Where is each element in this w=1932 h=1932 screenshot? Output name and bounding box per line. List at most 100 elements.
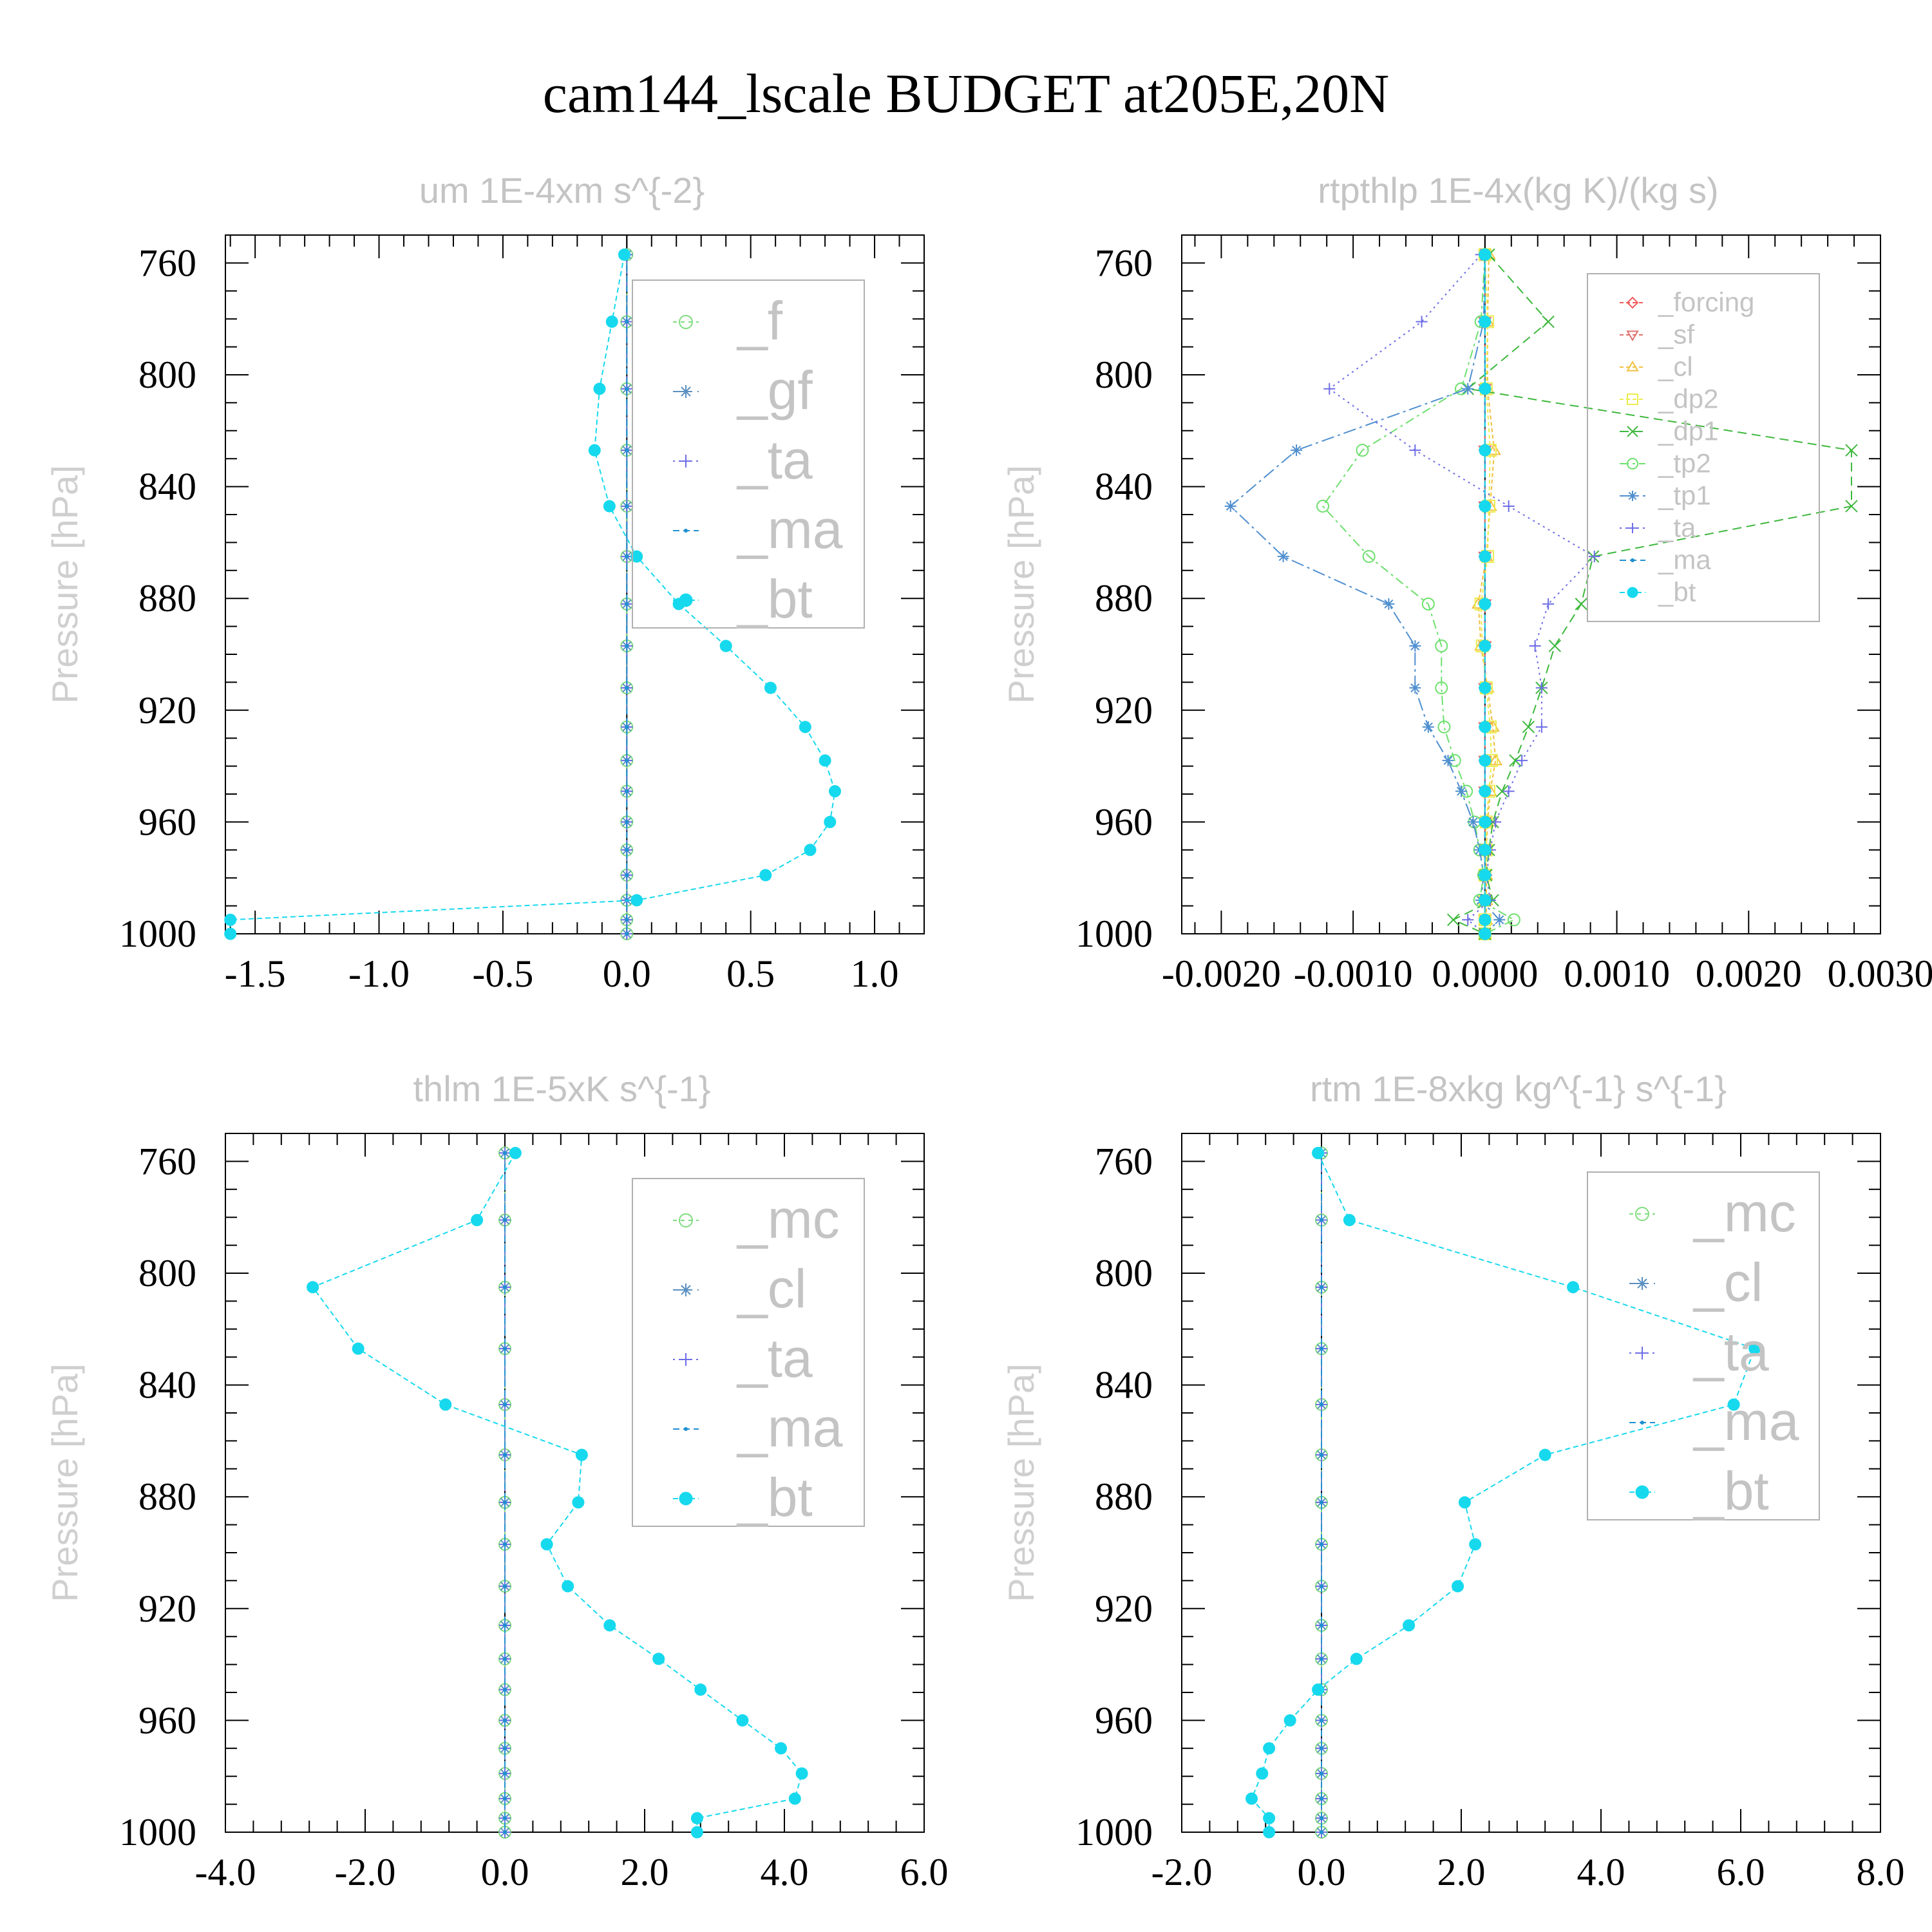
y-tick-label: 960 xyxy=(1095,800,1153,843)
data-point xyxy=(503,1656,507,1661)
x-tick-label: 4.0 xyxy=(761,1851,809,1893)
data-point xyxy=(1343,1214,1356,1227)
data-point xyxy=(1320,1347,1323,1351)
legend-marker xyxy=(679,315,693,329)
data-point xyxy=(1462,914,1474,926)
data-point xyxy=(795,1767,808,1780)
y-tick-label: 800 xyxy=(138,1252,196,1294)
chart-panel-rtm: rtm 1E-8xkg kg^{-1} s^{-1} Pressure [hPa]… xyxy=(1001,1068,1905,1893)
data-point xyxy=(1502,500,1515,512)
x-tick-label: 1.0 xyxy=(851,952,899,995)
data-point xyxy=(439,1398,452,1411)
data-point xyxy=(1479,444,1492,457)
data-point xyxy=(1447,913,1460,927)
legend-label: _tp2 xyxy=(1658,448,1711,478)
y-axis-label: Pressure [hPa] xyxy=(1001,1363,1041,1602)
data-point xyxy=(1320,1656,1323,1661)
x-tick-label: 8.0 xyxy=(1857,1851,1905,1893)
y-tick-label: 760 xyxy=(1095,1140,1153,1182)
data-point xyxy=(572,1496,585,1509)
plot-frame xyxy=(225,234,925,934)
data-point xyxy=(1442,754,1454,766)
y-tick-label: 960 xyxy=(1095,1699,1153,1741)
data-point xyxy=(1493,914,1506,926)
data-point xyxy=(1320,1816,1323,1821)
data-point xyxy=(1263,1826,1276,1839)
x-tick-label: 0.5 xyxy=(726,952,775,995)
panel-title: rtpthlp 1E-4x(kg K)/(kg s) xyxy=(1318,170,1718,211)
legend-label: _tp1 xyxy=(1658,480,1711,510)
x-tick-label: -4.0 xyxy=(195,1851,256,1893)
data-point xyxy=(1320,1584,1323,1589)
data-point xyxy=(788,1792,801,1805)
data-point xyxy=(1350,1653,1363,1665)
data-point xyxy=(828,785,841,798)
data-point xyxy=(690,1812,703,1824)
data-point xyxy=(503,1542,507,1546)
plot-frame xyxy=(1181,1133,1881,1833)
data-point xyxy=(224,927,237,940)
legend-label: _dp2 xyxy=(1658,383,1718,413)
data-point xyxy=(1320,1218,1323,1222)
y-tick-label: 960 xyxy=(138,1699,196,1741)
series-line xyxy=(312,1152,803,1832)
series-line xyxy=(1251,1152,1756,1832)
data-point xyxy=(1509,754,1522,767)
series-tp1 xyxy=(1224,249,1506,940)
data-point xyxy=(1507,913,1520,927)
data-point xyxy=(625,319,629,324)
data-point xyxy=(588,444,601,457)
legend-box xyxy=(632,1178,865,1527)
series-bt xyxy=(307,1146,808,1839)
data-point xyxy=(630,894,643,907)
data-point xyxy=(1516,754,1528,766)
y-tick-label: 880 xyxy=(138,577,196,620)
x-tick-label: -1.0 xyxy=(348,952,410,995)
y-tick-label: 1000 xyxy=(119,1811,196,1853)
legend-marker xyxy=(1635,1485,1649,1499)
data-point xyxy=(1845,444,1858,457)
data-point xyxy=(1416,316,1428,328)
legend-label: _gf xyxy=(736,360,813,421)
data-point xyxy=(625,386,629,391)
panel-title: um 1E-4xm s^{-2} xyxy=(419,170,705,211)
data-point xyxy=(503,1796,507,1801)
data-point xyxy=(503,1218,507,1222)
y-tick-label: 880 xyxy=(1095,577,1153,620)
legend-marker xyxy=(1631,558,1634,562)
series-tp2 xyxy=(1316,248,1520,940)
data-point xyxy=(1277,551,1289,563)
data-point xyxy=(1452,1580,1464,1593)
series-line xyxy=(1328,254,1596,934)
data-point xyxy=(1479,639,1492,652)
legend-marker xyxy=(1626,330,1639,341)
data-point xyxy=(503,1453,507,1457)
legend-label: _ma xyxy=(736,499,843,560)
legend-marker xyxy=(1627,491,1638,501)
legend-marker xyxy=(679,1213,693,1227)
x-tick-label: 2.0 xyxy=(1437,1851,1486,1893)
data-point xyxy=(603,500,616,513)
legend-label: _dp1 xyxy=(1658,415,1718,446)
plot-frame xyxy=(1181,234,1881,934)
data-point xyxy=(1409,639,1421,652)
data-point xyxy=(1383,598,1395,610)
legend-marker xyxy=(1626,296,1639,309)
data-point xyxy=(1422,721,1434,733)
data-point xyxy=(1312,1146,1325,1159)
data-point xyxy=(503,1746,507,1750)
data-point xyxy=(1320,1771,1323,1776)
legend-label: _cl xyxy=(1692,1252,1763,1312)
data-point xyxy=(503,1718,507,1723)
legend-label: _ma xyxy=(1692,1391,1799,1452)
series-bt xyxy=(224,248,841,940)
legend-marker xyxy=(679,385,692,398)
data-point xyxy=(1320,1285,1323,1289)
x-tick-label: -2.0 xyxy=(335,1851,396,1893)
data-point xyxy=(1320,1796,1323,1801)
data-point xyxy=(1263,1742,1276,1755)
data-point xyxy=(625,643,629,648)
legend-label: _mc xyxy=(736,1189,840,1249)
data-point xyxy=(625,601,629,606)
data-point xyxy=(1727,1398,1740,1411)
